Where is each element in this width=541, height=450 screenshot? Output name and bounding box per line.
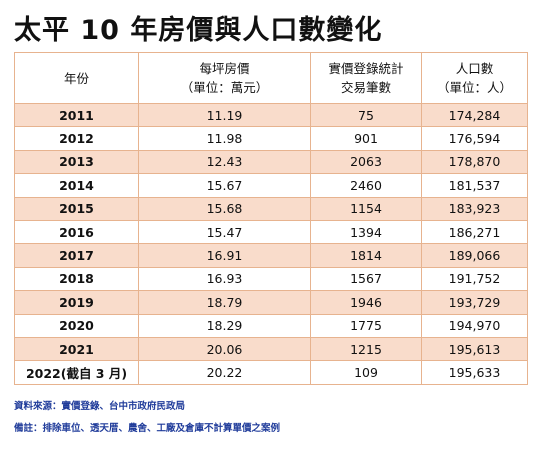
footnotes: 資料來源：實價登錄、台中市政府民政局 備註：排除車位、透天厝、農舍、工廠及倉庫不… bbox=[14, 400, 280, 444]
cell-year: 2011 bbox=[14, 102, 139, 128]
cell-transactions: 75 bbox=[310, 102, 422, 128]
cell-year: 2019 bbox=[14, 290, 139, 315]
cell-price: 12.43 bbox=[138, 149, 311, 175]
cell-transactions: 109 bbox=[310, 360, 422, 385]
header-tx-line2: 交易筆數 bbox=[340, 80, 391, 95]
table-row: 2012 11.98 901 176,594 bbox=[14, 126, 528, 151]
cell-year: 2020 bbox=[14, 313, 139, 338]
cell-price: 16.91 bbox=[138, 243, 311, 268]
header-population: 人口數 （單位：人） bbox=[421, 52, 528, 104]
cell-price: 20.22 bbox=[138, 360, 311, 385]
cell-year: 2017 bbox=[14, 243, 139, 268]
table-row: 2011 11.19 75 174,284 bbox=[14, 102, 528, 128]
cell-price: 16.93 bbox=[138, 266, 311, 292]
table-row: 2015 15.68 1154 183,923 bbox=[14, 196, 528, 221]
header-pop-line1: 人口數 bbox=[455, 61, 494, 76]
cell-population: 181,537 bbox=[421, 173, 528, 198]
cell-population: 183,923 bbox=[421, 196, 528, 221]
cell-transactions: 1814 bbox=[310, 243, 422, 268]
table-row: 2018 16.93 1567 191,752 bbox=[14, 266, 528, 292]
table-row: 2021 20.06 1215 195,613 bbox=[14, 336, 528, 362]
cell-year: 2021 bbox=[14, 336, 139, 362]
cell-year: 2012 bbox=[14, 126, 139, 151]
cell-population: 195,613 bbox=[421, 336, 528, 362]
cell-price: 15.47 bbox=[138, 219, 311, 245]
housing-population-table: 年份 每坪房價 （單位：萬元） 實價登錄統計 交易筆數 人口數 （單位：人） 2… bbox=[14, 52, 528, 385]
table-header-row: 年份 每坪房價 （單位：萬元） 實價登錄統計 交易筆數 人口數 （單位：人） bbox=[14, 52, 528, 104]
cell-price: 11.98 bbox=[138, 126, 311, 151]
remark-note: 備註：排除車位、透天厝、農舍、工廠及倉庫不計算單價之案例 bbox=[14, 423, 281, 434]
table-row: 2020 18.29 1775 194,970 bbox=[14, 313, 528, 338]
cell-price: 15.68 bbox=[138, 196, 311, 221]
table-row: 2016 15.47 1394 186,271 bbox=[14, 219, 528, 245]
cell-year: 2018 bbox=[14, 266, 139, 292]
table-row: 2019 18.79 1946 193,729 bbox=[14, 290, 528, 315]
cell-transactions: 2063 bbox=[310, 149, 422, 175]
cell-transactions: 1154 bbox=[310, 196, 422, 221]
table-row: 2022(截自 3 月) 20.22 109 195,633 bbox=[14, 360, 528, 385]
cell-price: 20.06 bbox=[138, 336, 311, 362]
cell-population: 178,870 bbox=[421, 149, 528, 175]
table-row: 2013 12.43 2063 178,870 bbox=[14, 149, 528, 175]
cell-price: 18.79 bbox=[138, 290, 311, 315]
table-row: 2017 16.91 1814 189,066 bbox=[14, 243, 528, 268]
cell-population: 195,633 bbox=[421, 360, 528, 385]
header-tx-line1: 實價登錄統計 bbox=[328, 61, 404, 76]
cell-transactions: 1946 bbox=[310, 290, 422, 315]
header-price-line1: 每坪房價 bbox=[199, 61, 250, 76]
cell-transactions: 1215 bbox=[310, 336, 422, 362]
cell-price: 18.29 bbox=[138, 313, 311, 338]
data-source-note: 資料來源：實價登錄、台中市政府民政局 bbox=[14, 401, 186, 412]
header-price: 每坪房價 （單位：萬元） bbox=[138, 52, 311, 104]
cell-population: 174,284 bbox=[421, 102, 528, 128]
page-title: 太平 10 年房價與人口數變化 bbox=[14, 15, 383, 46]
cell-transactions: 1394 bbox=[310, 219, 422, 245]
cell-year: 2013 bbox=[14, 149, 139, 175]
cell-population: 193,729 bbox=[421, 290, 528, 315]
cell-population: 186,271 bbox=[421, 219, 528, 245]
header-pop-line2: （單位：人） bbox=[436, 80, 512, 95]
header-year-label: 年份 bbox=[63, 70, 89, 86]
cell-transactions: 2460 bbox=[310, 173, 422, 198]
table-row: 2014 15.67 2460 181,537 bbox=[14, 173, 528, 198]
cell-year: 2015 bbox=[14, 196, 139, 221]
cell-population: 191,752 bbox=[421, 266, 528, 292]
cell-year: 2022(截自 3 月) bbox=[14, 360, 139, 385]
cell-transactions: 1567 bbox=[310, 266, 422, 292]
header-transactions: 實價登錄統計 交易筆數 bbox=[310, 52, 422, 104]
header-year: 年份 bbox=[14, 52, 139, 104]
cell-year: 2016 bbox=[14, 219, 139, 245]
cell-population: 176,594 bbox=[421, 126, 528, 151]
cell-price: 15.67 bbox=[138, 173, 311, 198]
cell-price: 11.19 bbox=[138, 102, 311, 128]
cell-transactions: 1775 bbox=[310, 313, 422, 338]
cell-population: 189,066 bbox=[421, 243, 528, 268]
cell-transactions: 901 bbox=[310, 126, 422, 151]
cell-population: 194,970 bbox=[421, 313, 528, 338]
cell-year: 2014 bbox=[14, 173, 139, 198]
header-price-line2: （單位：萬元） bbox=[180, 80, 269, 95]
